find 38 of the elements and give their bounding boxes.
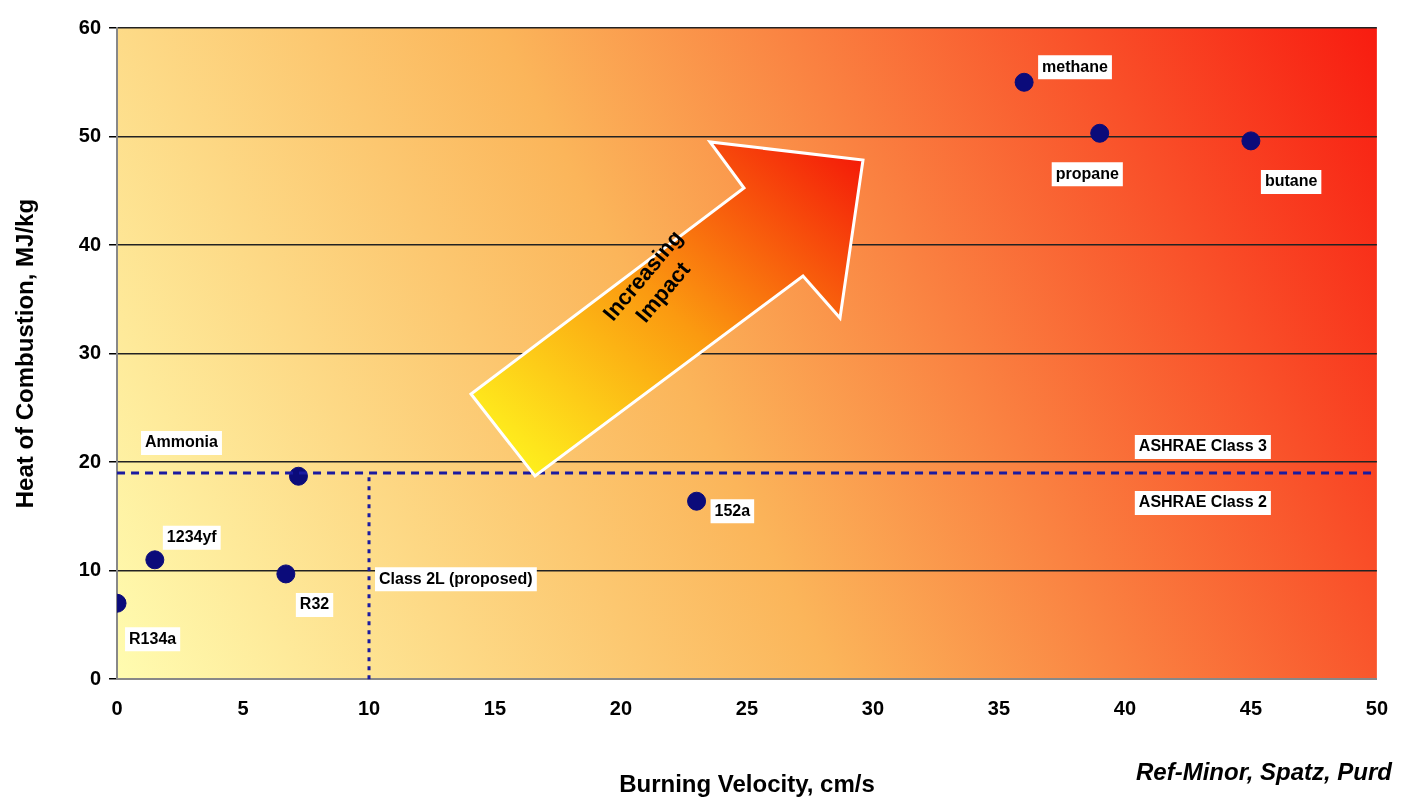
y-tick-label: 20 xyxy=(78,449,102,472)
annotation: methane xyxy=(1042,57,1109,75)
annotation: Ammonia xyxy=(145,433,219,451)
x-tick-label: 45 xyxy=(1239,696,1263,719)
y-tick-label: 0 xyxy=(89,666,102,689)
point xyxy=(276,564,296,584)
x-tick-label: 40 xyxy=(1113,696,1137,719)
y-tick-label: 10 xyxy=(78,558,102,581)
point xyxy=(145,550,165,570)
x-tick-label: 5 xyxy=(237,696,249,719)
x-tick-label: 10 xyxy=(357,696,381,719)
y-tick-label: 40 xyxy=(78,232,102,255)
annotation: R32 xyxy=(299,595,330,613)
point xyxy=(1090,123,1110,143)
annotation: ASHRAE Class 2 xyxy=(1138,493,1267,511)
x-tick-label: 25 xyxy=(735,696,759,719)
y-tick-label: 30 xyxy=(78,341,102,364)
ref-line-label: Class 2L (proposed) xyxy=(379,569,533,587)
text: Ref-Minor, Spatz, Purd xyxy=(1135,757,1394,785)
point xyxy=(687,491,707,511)
point xyxy=(1014,72,1034,92)
x-tick-label: 35 xyxy=(987,696,1011,719)
annotation: R134a xyxy=(129,629,177,647)
x-axis-title: Burning Velocity, cm/s xyxy=(619,770,875,798)
x-tick-label: 15 xyxy=(483,696,507,719)
annotation: propane xyxy=(1055,164,1119,182)
y-axis-title: Heat of Combustion, MJ/kg xyxy=(11,198,39,509)
x-tick-label: 0 xyxy=(111,696,123,719)
x-tick-label: 20 xyxy=(609,696,633,719)
annotation: butane xyxy=(1264,172,1318,190)
ref-line-label: ASHRAE Class 3 xyxy=(1138,437,1267,455)
x-tick-label: 30 xyxy=(861,696,885,719)
point xyxy=(1241,131,1261,151)
y-tick-label: 50 xyxy=(78,124,102,147)
annotation: 152a xyxy=(714,501,751,519)
x-tick-label: 50 xyxy=(1365,696,1388,719)
annotation: 1234yf xyxy=(166,528,218,546)
y-tick-label: 60 xyxy=(78,15,102,38)
